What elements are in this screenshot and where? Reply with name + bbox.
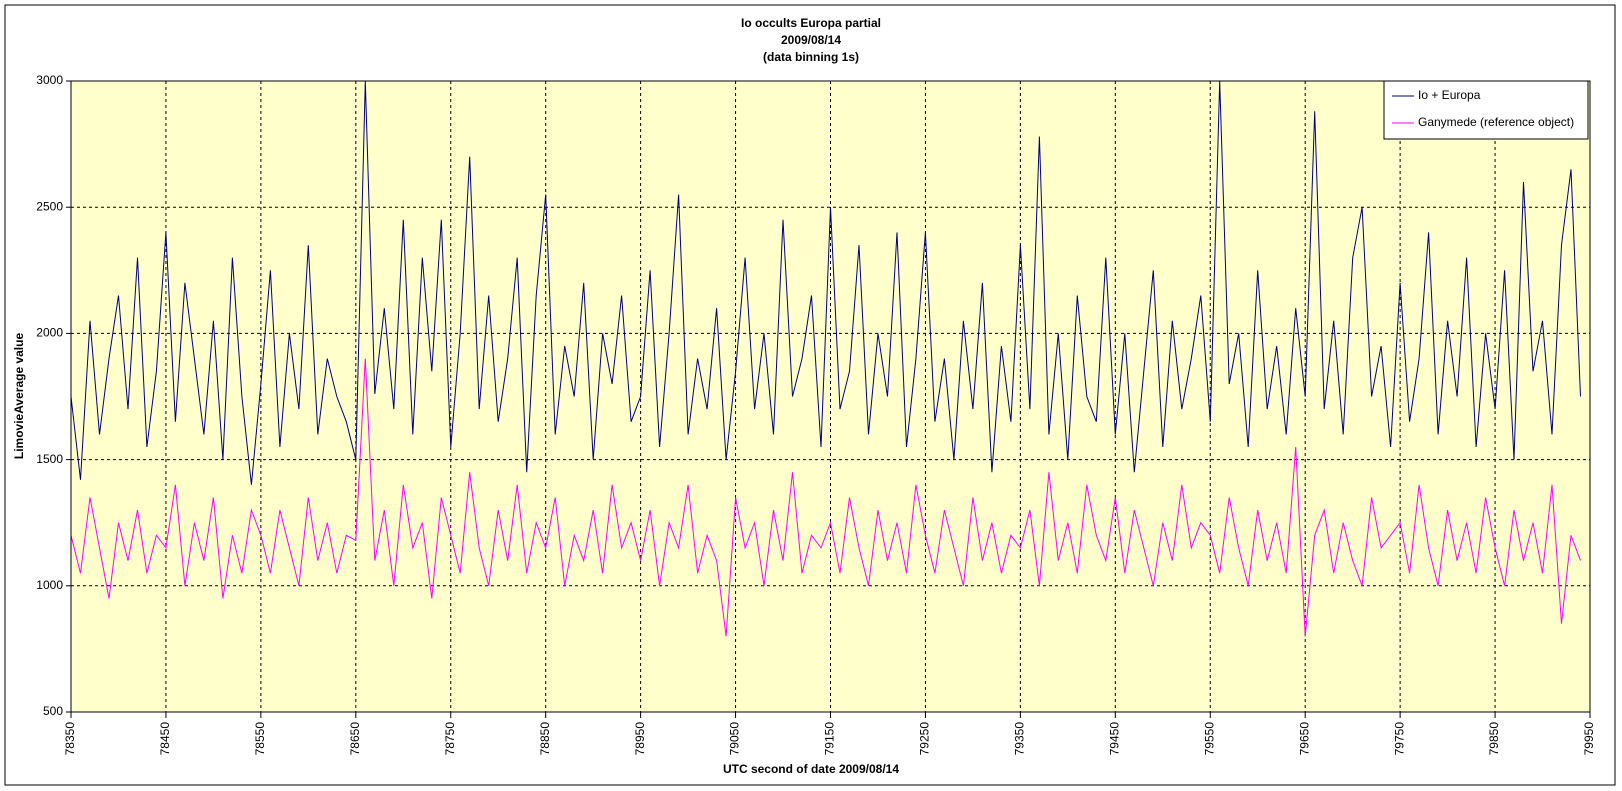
y-tick-label: 1500 [36, 452, 63, 466]
x-tick-label: 79250 [918, 722, 932, 756]
x-axis-label: UTC second of date 2009/08/14 [723, 762, 899, 776]
y-tick-label: 500 [43, 704, 63, 718]
x-tick-label: 78550 [253, 722, 267, 756]
x-tick-label: 79850 [1487, 722, 1501, 756]
x-tick-label: 78450 [158, 722, 172, 756]
plot-border [70, 80, 1591, 713]
legend-label: Ganymede (reference object) [1418, 115, 1574, 129]
chart-title: 2009/08/14 [781, 33, 841, 47]
x-tick-label: 79650 [1297, 722, 1311, 756]
legend-label: Io + Europa [1418, 88, 1481, 102]
x-tick-label: 79750 [1392, 722, 1406, 756]
series-line [71, 358, 1581, 637]
x-tick-label: 78950 [633, 722, 647, 756]
x-tick-label: 79950 [1582, 722, 1596, 756]
x-tick-label: 79050 [728, 722, 742, 756]
y-tick-label: 2000 [36, 326, 63, 340]
plot-area [71, 81, 1590, 712]
series-line [71, 81, 1581, 485]
x-tick-label: 78350 [63, 722, 77, 756]
x-tick-label: 78650 [348, 722, 362, 756]
x-tick-label: 79150 [823, 722, 837, 756]
y-tick-label: 2500 [36, 199, 63, 213]
x-tick-label: 79350 [1013, 722, 1027, 756]
chart-title: Io occults Europa partial [741, 16, 881, 30]
y-tick-label: 3000 [36, 73, 63, 87]
y-axis-label: LimovieAverage value [12, 333, 26, 460]
legend-box [1383, 80, 1589, 140]
x-tick-label: 79550 [1202, 722, 1216, 756]
y-tick-label: 1000 [36, 578, 63, 592]
x-tick-label: 78750 [443, 722, 457, 756]
x-tick-label: 79450 [1107, 722, 1121, 756]
x-tick-label: 78850 [538, 722, 552, 756]
chart-title: (data binning 1s) [763, 50, 859, 64]
